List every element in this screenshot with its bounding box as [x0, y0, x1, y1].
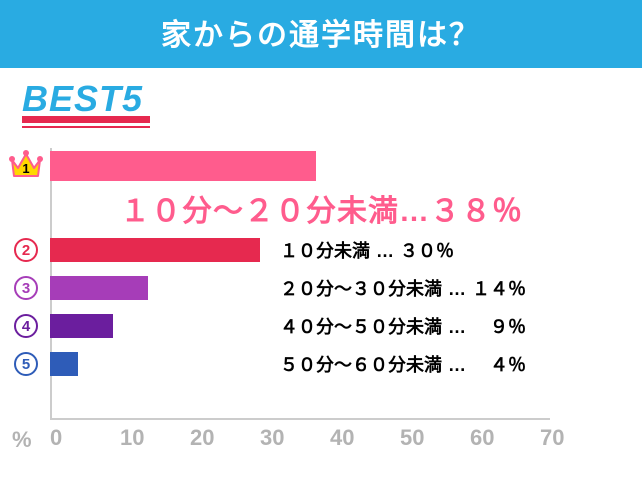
- bar-3: [50, 276, 148, 300]
- x-tick: 30: [260, 425, 330, 451]
- best5-badge: BEST5: [22, 78, 150, 128]
- x-tick: 60: [470, 425, 540, 451]
- bar-2: [50, 238, 260, 262]
- x-tick: 70: [540, 425, 610, 451]
- chart-rows: 1 2 １０分未満…３０％ 3 ２０分～３０分未満…１４％ 4 ４０分～５０分未…: [50, 148, 620, 382]
- chart-row-3: 3 ２０分～３０分未満…１４％: [50, 270, 620, 306]
- x-tick: 50: [400, 425, 470, 451]
- x-ticks: 010203040506070: [50, 425, 610, 451]
- x-tick: 40: [330, 425, 400, 451]
- chart-row-5: 5 ５０分～６０分未満… ４％: [50, 346, 620, 382]
- x-tick: 20: [190, 425, 260, 451]
- svg-text:1: 1: [22, 161, 29, 176]
- percent-sign: %: [12, 427, 32, 453]
- bar-1: [50, 151, 316, 181]
- rank-badge-2: 2: [12, 236, 40, 264]
- rank-badge-4: 4: [12, 312, 40, 340]
- item-label-5: ５０分～６０分未満… ４％: [280, 351, 526, 377]
- chart-row-4: 4 ４０分～５０分未満… ９％: [50, 308, 620, 344]
- bar-5: [50, 352, 78, 376]
- chart-row-1: 1: [50, 148, 620, 184]
- top-item-label: １０分～２０分未満…３８％: [120, 186, 523, 230]
- rank-badge-3: 3: [12, 274, 40, 302]
- page-header: 家からの通学時間は？: [0, 0, 642, 68]
- best5-underline-thin: [22, 126, 150, 128]
- x-axis: [50, 418, 550, 420]
- item-label-2: １０分未満…３０％: [280, 237, 454, 263]
- chart-row-2: 2 １０分未満…３０％: [50, 232, 620, 268]
- x-tick: 10: [120, 425, 190, 451]
- crown-icon: 1: [8, 148, 44, 180]
- bar-chart: 1 2 １０分未満…３０％ 3 ２０分～３０分未満…１４％ 4 ４０分～５０分未…: [50, 148, 620, 384]
- x-tick: 0: [50, 425, 120, 451]
- best5-label: BEST5: [22, 78, 150, 120]
- item-label-4: ４０分～５０分未満… ９％: [280, 313, 526, 339]
- header-title: 家からの通学時間は？: [161, 19, 481, 52]
- rank-badge-5: 5: [12, 350, 40, 378]
- item-label-3: ２０分～３０分未満…１４％: [280, 275, 526, 301]
- bar-4: [50, 314, 113, 338]
